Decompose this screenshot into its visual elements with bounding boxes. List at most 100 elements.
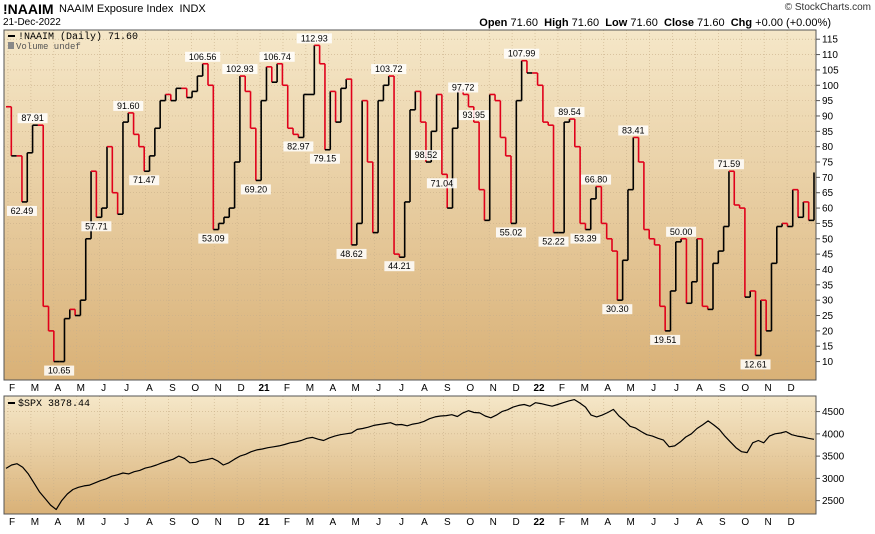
data-label-box [240, 184, 271, 195]
volume-legend-text: Volume undef [16, 42, 81, 52]
x-tick-label: N [765, 383, 772, 394]
y-tick-label: 45 [822, 250, 834, 261]
data-label: 87.91 [21, 113, 44, 123]
x-tick-label: F [559, 383, 565, 394]
data-label-box [650, 334, 681, 345]
y-tick-label: 50 [822, 234, 834, 245]
chart-name: NAAIM Exposure Index INDX [59, 3, 206, 15]
x-tick-label: M [31, 517, 39, 528]
x-tick-label: A [54, 517, 61, 528]
y-tick-label: 15 [822, 342, 834, 353]
data-label: 82.97 [287, 141, 310, 151]
data-label: 62.49 [11, 206, 34, 216]
data-label: 52.22 [542, 237, 565, 247]
data-label: 83.41 [622, 125, 645, 135]
x-tick-label: F [9, 517, 15, 528]
data-label-box [198, 233, 229, 244]
x-tick-label: A [146, 383, 153, 394]
data-label-box [538, 236, 569, 247]
naaim-series [6, 44, 815, 363]
x-tick-label: J [651, 517, 656, 528]
data-label: 48.62 [340, 249, 363, 259]
x-tick-label: A [146, 517, 153, 528]
low-value: 71.60 [630, 17, 658, 29]
x-tick-label: S [719, 517, 726, 528]
x-tick-label: M [352, 517, 360, 528]
x-tick-label: A [696, 517, 703, 528]
x-tick-label: S [169, 383, 176, 394]
spx-series [5, 399, 815, 511]
x-tick-label: J [376, 517, 381, 528]
ohlc-readout: Open 71.60 High 71.60 Low 71.60 Close 71… [479, 17, 831, 29]
data-label-box [426, 178, 457, 189]
data-label: 50.00 [670, 227, 693, 237]
spx-panel-background [4, 396, 816, 514]
data-label-box [618, 125, 649, 136]
data-label: 30.30 [606, 304, 629, 314]
data-label-box [384, 261, 415, 272]
x-tick-label: O [191, 383, 199, 394]
x-tick-label: J [651, 383, 656, 394]
data-label-box [458, 110, 489, 121]
x-tick-label: M [77, 383, 85, 394]
y-tick-label: 3000 [822, 474, 845, 485]
x-tick-label: 21 [258, 383, 270, 394]
x-tick-label: O [741, 383, 749, 394]
data-label: 79.15 [314, 154, 337, 164]
high-label: High [544, 17, 569, 29]
low-label: Low [605, 17, 628, 29]
main-x-axis: F M A M J J A S O N D 21 F M A M J J A S O N D 22 F M A M J J A S O N D [9, 383, 795, 394]
data-label-box [581, 174, 612, 185]
x-tick-label: J [124, 383, 129, 394]
data-label: 97.72 [452, 82, 475, 92]
data-label-box [666, 226, 697, 237]
x-tick-label: M [581, 383, 589, 394]
y-tick-label: 10 [822, 357, 834, 368]
x-tick-label: J [674, 517, 679, 528]
data-label: 103.72 [375, 64, 403, 74]
data-label: 66.80 [585, 175, 608, 185]
y-tick-label: 85 [822, 127, 834, 138]
x-tick-label: A [329, 383, 336, 394]
x-tick-label: N [215, 517, 222, 528]
exchange-label: INDX [179, 3, 206, 15]
chart-ticker: !NAAIM [3, 1, 54, 17]
x-tick-label: M [77, 517, 85, 528]
x-tick-label: M [31, 383, 39, 394]
spx-panel-grid [4, 396, 816, 514]
x-tick-label: F [9, 383, 15, 394]
data-label: 71.04 [431, 178, 454, 188]
data-label-box [113, 100, 144, 111]
y-tick-label: 80 [822, 142, 834, 153]
x-tick-label: J [674, 383, 679, 394]
x-tick-label: 22 [533, 383, 545, 394]
data-label-box [296, 33, 332, 44]
chg-label: Chg [730, 17, 753, 29]
y-tick-label: 60 [822, 204, 834, 215]
data-label-box [283, 141, 314, 152]
x-tick-label: J [101, 517, 106, 528]
data-label: 71.59 [718, 159, 741, 169]
data-label: 107.99 [508, 49, 536, 59]
volume-icon [8, 42, 14, 49]
x-tick-label: 21 [258, 517, 270, 528]
x-tick-label: N [765, 517, 772, 528]
x-tick-label: S [444, 517, 451, 528]
data-label-box [496, 227, 526, 238]
x-tick-label: M [627, 383, 635, 394]
x-tick-label: M [352, 383, 360, 394]
data-label-box [336, 248, 367, 259]
data-label: 10.65 [48, 366, 71, 376]
y-tick-label: 90 [822, 111, 834, 122]
x-tick-label: O [741, 517, 749, 528]
x-tick-label: M [306, 517, 314, 528]
spx-y-axis: 2500 3000 3500 4000 4500 [816, 407, 845, 507]
y-tick-label: 4000 [822, 429, 845, 440]
data-label-box [713, 159, 744, 170]
data-label: 93.95 [463, 110, 486, 120]
close-label: Close [664, 17, 694, 29]
x-tick-label: D [787, 383, 794, 394]
x-tick-label: N [215, 383, 222, 394]
y-tick-label: 65 [822, 188, 834, 199]
data-label: 106.56 [189, 52, 217, 62]
